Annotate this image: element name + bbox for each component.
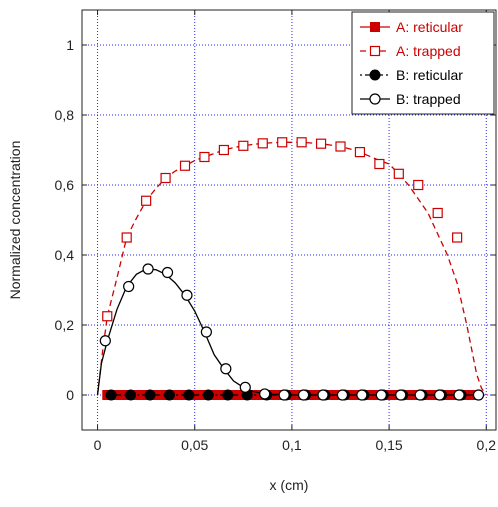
data-point — [315, 138, 327, 149]
legend-marker — [369, 45, 381, 57]
data-point — [199, 151, 210, 163]
legend-marker — [369, 93, 381, 105]
data-point — [277, 137, 288, 148]
data-point — [99, 335, 111, 347]
data-point — [356, 389, 368, 401]
data-point — [335, 141, 346, 152]
series-line — [96, 268, 477, 396]
data-point — [317, 389, 329, 401]
data-point — [121, 232, 132, 243]
data-point — [105, 389, 117, 401]
data-point — [200, 326, 212, 338]
data-point — [393, 168, 404, 179]
data-point — [222, 389, 234, 401]
x-axis-label: x (cm) — [270, 477, 309, 493]
series-a-trapped — [96, 137, 487, 396]
series-layer — [96, 137, 487, 401]
data-point — [374, 158, 385, 170]
legend-label: A: reticular — [396, 19, 463, 35]
data-point — [161, 266, 174, 279]
legend: A: reticular A: trapped B: reticular B: tra… — [351, 11, 495, 115]
data-point — [336, 389, 349, 401]
x-tick-label: 0,05 — [181, 437, 208, 453]
data-point — [160, 172, 171, 184]
plot-frame — [81, 9, 497, 431]
data-point — [181, 289, 193, 301]
data-point — [144, 389, 156, 401]
data-point — [259, 388, 271, 400]
series-b-trapped — [96, 263, 485, 401]
legend-label: A: trapped — [396, 43, 461, 59]
y-tick-label: 0 — [66, 387, 74, 403]
legend-marker — [370, 22, 380, 32]
data-point — [354, 147, 366, 158]
y-tick-label: 1 — [66, 37, 74, 53]
data-point — [239, 381, 251, 393]
data-point — [183, 389, 195, 401]
data-point — [220, 363, 232, 375]
data-point — [163, 389, 175, 401]
legend-item: A: reticular — [360, 19, 463, 35]
data-point — [472, 389, 485, 401]
data-point — [395, 389, 407, 401]
data-point — [432, 207, 443, 219]
data-point — [202, 389, 214, 401]
data-point — [142, 263, 154, 275]
data-point — [257, 138, 268, 149]
x-tick-label: 0,2 — [477, 437, 497, 453]
data-point — [453, 389, 465, 401]
data-point — [238, 140, 249, 151]
data-point — [434, 389, 446, 401]
tick-layer: 0 0,05 0,1 0,15 0,2 0 0,2 0,4 0,6 0,8 1 — [55, 10, 497, 453]
data-point — [452, 232, 463, 243]
data-point — [179, 160, 191, 171]
data-point — [297, 389, 310, 401]
data-point — [123, 280, 135, 293]
data-point — [141, 195, 152, 206]
legend-item: A: trapped — [360, 43, 461, 59]
data-point — [102, 311, 113, 322]
legend-label: B: trapped — [396, 91, 461, 107]
x-tick-label: 0,1 — [282, 437, 302, 453]
data-point — [375, 389, 387, 401]
data-point — [296, 137, 307, 148]
data-point — [278, 389, 290, 401]
y-axis-label: Normalized concentration — [7, 141, 23, 300]
series-line — [96, 141, 487, 396]
data-point — [414, 389, 426, 401]
y-tick-label: 0,2 — [55, 317, 75, 333]
data-point — [413, 179, 424, 191]
legend-label: B: reticular — [396, 67, 463, 83]
y-tick-label: 0,4 — [55, 247, 75, 263]
legend-item: B: trapped — [360, 91, 461, 107]
data-point — [125, 389, 137, 401]
legend-marker — [369, 69, 381, 81]
y-tick-label: 0,8 — [55, 107, 75, 123]
legend-item: B: reticular — [360, 67, 463, 83]
x-tick-label: 0 — [94, 437, 102, 453]
y-tick-label: 0,6 — [55, 177, 75, 193]
data-point — [218, 144, 229, 156]
x-tick-label: 0,15 — [375, 437, 402, 453]
